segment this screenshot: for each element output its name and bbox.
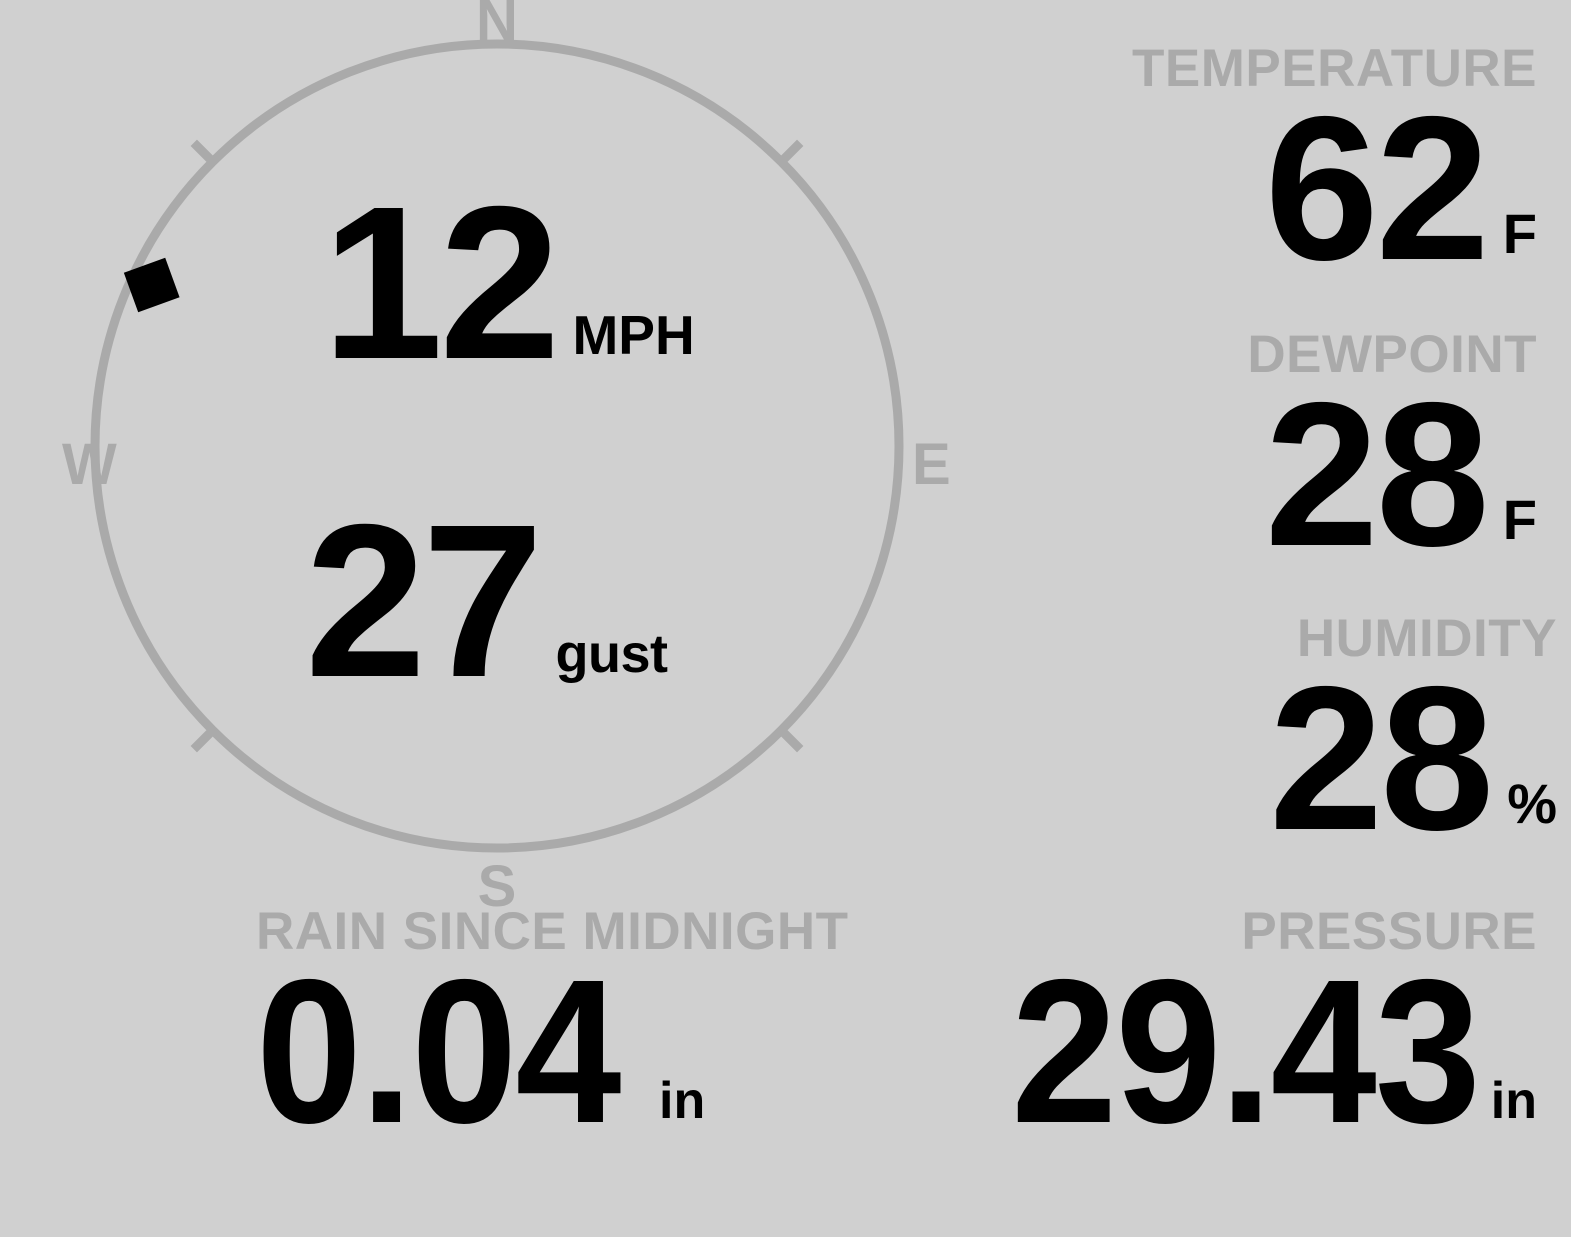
wind-direction-marker: [123, 257, 180, 313]
rain-unit: in: [659, 1072, 706, 1130]
dewpoint-label: DEWPOINT: [1247, 325, 1537, 384]
rain-value-row: 0.04 in: [256, 937, 849, 1166]
wind-speed-readout: 12 MPH: [322, 162, 695, 405]
temperature-unit: F: [1502, 202, 1537, 265]
humidity-label: HUMIDITY: [1296, 609, 1557, 668]
wind-speed-unit: MPH: [572, 304, 695, 366]
compass-ring: [90, 39, 904, 853]
pressure-label: PRESSURE: [1241, 902, 1537, 961]
wind-speed-value: 12: [322, 162, 560, 405]
dewpoint-unit: F: [1502, 488, 1537, 551]
wind-gust-value: 27: [305, 480, 543, 723]
compass-dial: [90, 39, 904, 853]
pressure-unit: in: [1490, 1072, 1537, 1130]
temperature-value: 62: [1264, 74, 1490, 303]
compass-label-west: W: [62, 432, 117, 497]
temperature-stat: TEMPERATURE 62 F: [1132, 39, 1537, 303]
rain-label: RAIN SINCE MIDNIGHT: [256, 902, 849, 961]
humidity-value-row: 28 %: [1269, 644, 1557, 873]
pressure-value-row: 29.43 in: [976, 937, 1537, 1166]
compass-label-east: E: [912, 432, 951, 497]
humidity-stat: HUMIDITY 28 %: [1269, 609, 1557, 873]
humidity-unit: %: [1507, 772, 1557, 835]
rain-value: 0.04: [256, 937, 621, 1166]
compass-label-south: S: [477, 854, 517, 919]
wind-compass-panel: N E S W 12 MPH 27 gust: [0, 0, 1000, 920]
rain-stat: RAIN SINCE MIDNIGHT 0.04 in: [256, 902, 849, 1166]
dewpoint-value: 28: [1264, 360, 1490, 589]
wind-gust-unit: gust: [555, 624, 668, 684]
dewpoint-stat: DEWPOINT 28 F: [1247, 325, 1537, 589]
pressure-value: 29.43: [1010, 937, 1481, 1166]
wind-gust-readout: 27 gust: [305, 480, 668, 723]
compass-label-north: N: [476, 0, 518, 53]
humidity-value: 28: [1269, 644, 1494, 873]
temperature-label: TEMPERATURE: [1132, 39, 1537, 98]
dewpoint-value-row: 28 F: [1247, 360, 1537, 589]
temperature-value-row: 62 F: [1132, 74, 1537, 303]
pressure-stat: PRESSURE 29.43 in: [976, 902, 1537, 1166]
compass-ticks: [190, 139, 804, 753]
